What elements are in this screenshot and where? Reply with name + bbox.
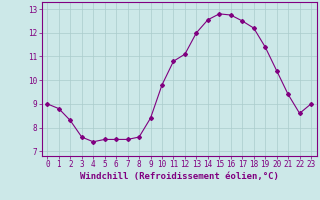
X-axis label: Windchill (Refroidissement éolien,°C): Windchill (Refroidissement éolien,°C) bbox=[80, 172, 279, 181]
